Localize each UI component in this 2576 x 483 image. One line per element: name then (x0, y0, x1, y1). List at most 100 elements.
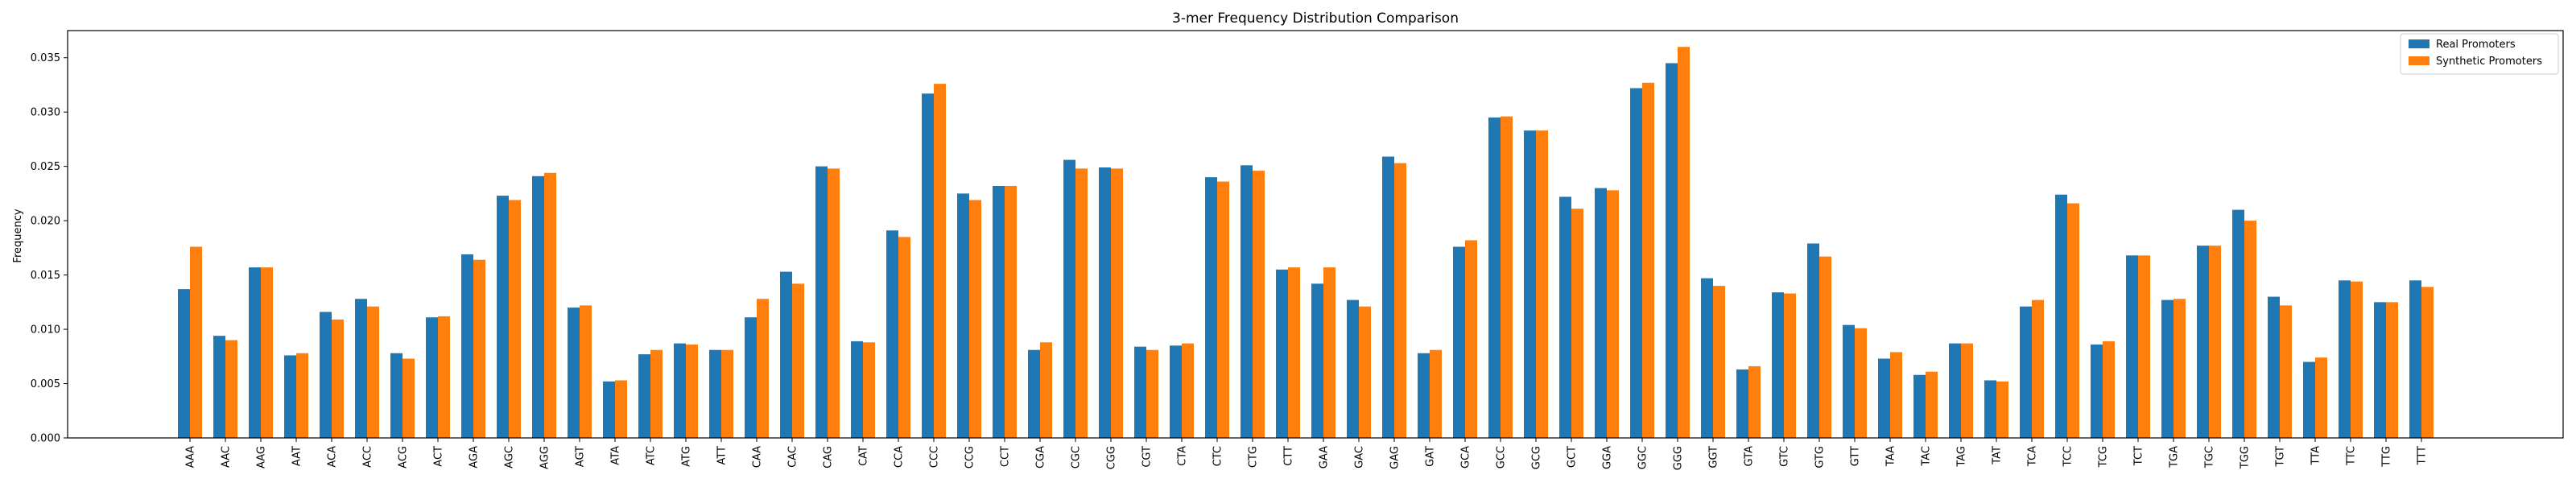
x-tick-label-ata: ATA (610, 446, 622, 465)
bar-synthetic-tcg (2103, 341, 2115, 438)
bar-real-tct (2126, 255, 2138, 438)
bar-synthetic-tct (2138, 255, 2150, 438)
bar-synthetic-gcc (1501, 116, 1513, 438)
x-tick-label-aga: AGA (469, 446, 481, 469)
bar-synthetic-aca (332, 319, 344, 438)
bar-synthetic-tgg (2244, 221, 2256, 438)
x-tick-label-agg: AGG (539, 446, 551, 469)
x-tick-label-tcg: TCG (2098, 446, 2110, 468)
x-tick-label-aac: AAC (221, 446, 233, 468)
bar-real-gag (1382, 156, 1394, 439)
y-axis: 0.000 0.005 0.010 0.015 0.020 0.025 0.030 0.035 (31, 52, 68, 445)
x-tick-label-gca: GCA (1460, 446, 1472, 469)
x-tick-label-acg: ACG (398, 446, 410, 469)
y-tick-label: 0.025 (31, 161, 60, 173)
bar-synthetic-ttt (2421, 287, 2434, 438)
x-tick-label-acc: ACC (362, 446, 374, 468)
x-tick-label-gct: GCT (1567, 446, 1579, 468)
bar-synthetic-gat (1430, 349, 1442, 438)
x-tick-label-ttg: TTG (2381, 446, 2393, 468)
x-tick-label-aat: AAT (291, 446, 303, 466)
bar-synthetic-act (438, 316, 450, 438)
bar-real-att (709, 349, 721, 438)
bar-synthetic-gcg (1536, 130, 1548, 438)
x-tick-label-atc: ATC (646, 446, 658, 465)
bar-real-tat (1984, 380, 1996, 438)
bar-synthetic-cgt (1146, 349, 1158, 438)
x-tick-label-tcc: TCC (2062, 446, 2074, 467)
x-tick-label-ggg: GGG (1673, 446, 1685, 470)
y-tick-label: 0.020 (31, 216, 60, 228)
x-tick-label-ttt: TTT (2417, 446, 2429, 465)
bar-synthetic-ctc (1217, 181, 1229, 439)
bar-real-tcg (2091, 344, 2103, 438)
x-tick-label-tgt: TGT (2275, 446, 2287, 468)
bar-synthetic-taa (1890, 352, 1902, 438)
bar-real-cag (815, 166, 828, 438)
bar-real-cga (1028, 349, 1040, 438)
y-tick-label: 0.005 (31, 378, 60, 390)
bar-synthetic-cca (898, 237, 910, 438)
x-tick-label-agt: AGT (575, 446, 587, 467)
bar-synthetic-agt (580, 305, 592, 438)
y-tick-label: 0.015 (31, 270, 60, 282)
bar-synthetic-caa (757, 299, 769, 438)
bar-real-atc (638, 354, 650, 438)
x-tick-label-cca: CCA (894, 446, 906, 468)
y-tick-label: 0.035 (31, 52, 60, 64)
x-tick-label-aaa: AAA (185, 446, 197, 469)
bar-real-atg (674, 343, 686, 438)
x-tick-label-ggc: GGC (1637, 446, 1649, 469)
bar-real-ccg (957, 193, 969, 438)
x-tick-label-gta: GTA (1744, 446, 1756, 467)
chart-title: 3-mer Frequency Distribution Comparison (1172, 10, 1459, 27)
bar-synthetic-cga (1040, 342, 1052, 438)
x-tick-label-aca: ACA (327, 446, 339, 468)
y-tick-label: 0.010 (31, 324, 60, 336)
bar-real-acg (390, 353, 402, 438)
plot-frame (67, 30, 2564, 439)
bar-real-tgg (2232, 209, 2244, 438)
bar-synthetic-tcc (2067, 203, 2079, 438)
bar-synthetic-tca (2032, 299, 2044, 438)
bar-real-cac (780, 271, 792, 438)
bar-synthetic-gga (1607, 190, 1619, 439)
bar-synthetic-atg (686, 344, 698, 438)
bar-synthetic-tgt (2280, 305, 2292, 438)
x-tick-label-agc: AGC (504, 446, 516, 469)
x-tick-label-atg: ATG (681, 446, 693, 467)
bar-real-tca (2020, 306, 2032, 438)
x-tick-label-cag: CAG (823, 446, 835, 469)
bar-real-gca (1453, 246, 1465, 438)
legend-label-real: Real Promoters (2436, 39, 2516, 51)
legend-box (2400, 33, 2559, 75)
bar-real-tgt (2268, 296, 2280, 438)
bar-real-aat (284, 355, 296, 438)
x-tick-label-tca: TCA (2027, 446, 2039, 467)
x-tick-label-ccc: CCC (929, 446, 941, 468)
x-tick-label-gcg: GCG (1531, 446, 1543, 469)
x-tick-label-gat: GAT (1425, 446, 1437, 467)
bar-synthetic-cat (863, 342, 875, 438)
bar-real-aaa (178, 289, 190, 438)
x-tick-label-gaa: GAA (1319, 446, 1331, 469)
y-tick-label: 0.000 (31, 433, 60, 445)
x-tick-label-cac: CAC (787, 446, 799, 468)
bar-synthetic-gtt (1855, 328, 1867, 438)
bar-synthetic-gac (1359, 306, 1371, 438)
x-tick-label-tct: TCT (2133, 446, 2145, 466)
bar-synthetic-gct (1571, 208, 1583, 438)
bar-real-ttc (2339, 280, 2351, 438)
bar-real-aca (320, 312, 332, 438)
bar-synthetic-ccg (969, 200, 981, 438)
bar-real-ata (603, 381, 615, 438)
bar-synthetic-atc (650, 349, 663, 438)
bar-synthetic-tgc (2209, 246, 2221, 438)
bar-real-gtt (1843, 324, 1855, 438)
x-tick-label-tta: TTA (2310, 446, 2322, 466)
bar-synthetic-aaa (190, 246, 202, 438)
x-axis: AAA AAC AAG AAT ACA ACC ACG ACT AGA AGC AGG AGT ATA A… (185, 438, 2429, 470)
bar-synthetic-aat (296, 353, 308, 438)
bar-real-tac (1913, 374, 1926, 438)
